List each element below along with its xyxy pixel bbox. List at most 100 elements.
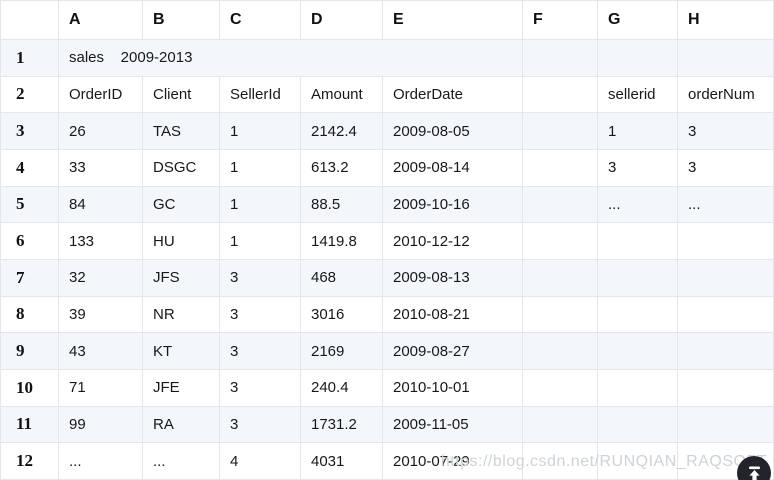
cell-A8[interactable]: 39 [59,296,143,334]
cell-C4[interactable]: 1 [220,150,301,187]
cell-E7[interactable]: 2009-08-13 [383,260,523,297]
column-header-a[interactable]: A [59,1,143,40]
cell-B4[interactable]: DSGC [143,150,220,187]
cell-B11[interactable]: RA [143,406,220,444]
row-header-5[interactable]: 5 [1,186,59,224]
cell-D4[interactable]: 613.2 [301,150,383,187]
cell-G5[interactable]: ... [598,186,678,224]
cell-E5[interactable]: 2009-10-16 [383,186,523,224]
column-header-b[interactable]: B [143,1,220,40]
cell-E11[interactable]: 2009-11-05 [383,406,523,444]
cell-B5[interactable]: GC [143,186,220,224]
cell-F9[interactable] [523,333,598,370]
cell-C5[interactable]: 1 [220,186,301,224]
cell-B12[interactable]: ... [143,443,220,480]
cell-G11[interactable] [598,406,678,444]
cell-F4[interactable] [523,150,598,187]
cell-B6[interactable]: HU [143,223,220,260]
row-header-9[interactable]: 9 [1,333,59,370]
row-header-8[interactable]: 8 [1,296,59,334]
row-header-1[interactable]: 1 [1,40,59,77]
cell-H1[interactable] [678,40,774,77]
cell-F3[interactable] [523,113,598,150]
cell-H9[interactable] [678,333,774,370]
cell-H11[interactable] [678,406,774,444]
cell-A4[interactable]: 33 [59,150,143,187]
cell-D3[interactable]: 2142.4 [301,113,383,150]
cell-C8[interactable]: 3 [220,296,301,334]
row-header-10[interactable]: 10 [1,370,59,407]
cell-H2[interactable]: orderNum [678,76,774,114]
cell-F1[interactable] [523,40,598,77]
cell-G7[interactable] [598,260,678,297]
column-header-d[interactable]: D [301,1,383,40]
cell-G9[interactable] [598,333,678,370]
cell-D10[interactable]: 240.4 [301,370,383,407]
cell-B3[interactable]: TAS [143,113,220,150]
cell-A6[interactable]: 133 [59,223,143,260]
cell-F7[interactable] [523,260,598,297]
column-header-g[interactable]: G [598,1,678,40]
cell-H3[interactable]: 3 [678,113,774,150]
cell-G1[interactable] [598,40,678,77]
cell-E3[interactable]: 2009-08-05 [383,113,523,150]
cell-C3[interactable]: 1 [220,113,301,150]
cell-A11[interactable]: 99 [59,406,143,444]
cell-E8[interactable]: 2010-08-21 [383,296,523,334]
cell-H5[interactable]: ... [678,186,774,224]
cell-A1-merged-title[interactable]: sales 2009-2013 [59,40,523,77]
cell-A7[interactable]: 32 [59,260,143,297]
cell-G2[interactable]: sellerid [598,76,678,114]
cell-C9[interactable]: 3 [220,333,301,370]
cell-D5[interactable]: 88.5 [301,186,383,224]
cell-C12[interactable]: 4 [220,443,301,480]
row-header-12[interactable]: 12 [1,443,59,480]
column-header-h[interactable]: H [678,1,774,40]
cell-B7[interactable]: JFS [143,260,220,297]
cell-G6[interactable] [598,223,678,260]
cell-E10[interactable]: 2010-10-01 [383,370,523,407]
select-all-corner[interactable] [1,1,59,40]
cell-E2[interactable]: OrderDate [383,76,523,114]
cell-B2[interactable]: Client [143,76,220,114]
cell-C2[interactable]: SellerId [220,76,301,114]
cell-B8[interactable]: NR [143,296,220,334]
cell-B9[interactable]: KT [143,333,220,370]
cell-E9[interactable]: 2009-08-27 [383,333,523,370]
cell-A9[interactable]: 43 [59,333,143,370]
cell-H8[interactable] [678,296,774,334]
cell-D11[interactable]: 1731.2 [301,406,383,444]
cell-G3[interactable]: 1 [598,113,678,150]
cell-A5[interactable]: 84 [59,186,143,224]
column-header-f[interactable]: F [523,1,598,40]
cell-D9[interactable]: 2169 [301,333,383,370]
cell-C7[interactable]: 3 [220,260,301,297]
cell-F8[interactable] [523,296,598,334]
cell-H4[interactable]: 3 [678,150,774,187]
row-header-7[interactable]: 7 [1,260,59,297]
cell-B10[interactable]: JFE [143,370,220,407]
row-header-4[interactable]: 4 [1,150,59,187]
cell-D7[interactable]: 468 [301,260,383,297]
cell-D2[interactable]: Amount [301,76,383,114]
cell-H6[interactable] [678,223,774,260]
cell-F10[interactable] [523,370,598,407]
cell-D6[interactable]: 1419.8 [301,223,383,260]
row-header-6[interactable]: 6 [1,223,59,260]
cell-G8[interactable] [598,296,678,334]
cell-H7[interactable] [678,260,774,297]
cell-C6[interactable]: 1 [220,223,301,260]
row-header-3[interactable]: 3 [1,113,59,150]
column-header-e[interactable]: E [383,1,523,40]
cell-F11[interactable] [523,406,598,444]
back-to-top-button[interactable] [737,456,771,480]
cell-D12[interactable]: 4031 [301,443,383,480]
cell-G4[interactable]: 3 [598,150,678,187]
cell-F2[interactable] [523,76,598,114]
cell-E6[interactable]: 2010-12-12 [383,223,523,260]
cell-A10[interactable]: 71 [59,370,143,407]
row-header-11[interactable]: 11 [1,406,59,444]
column-header-c[interactable]: C [220,1,301,40]
cell-C10[interactable]: 3 [220,370,301,407]
cell-D8[interactable]: 3016 [301,296,383,334]
